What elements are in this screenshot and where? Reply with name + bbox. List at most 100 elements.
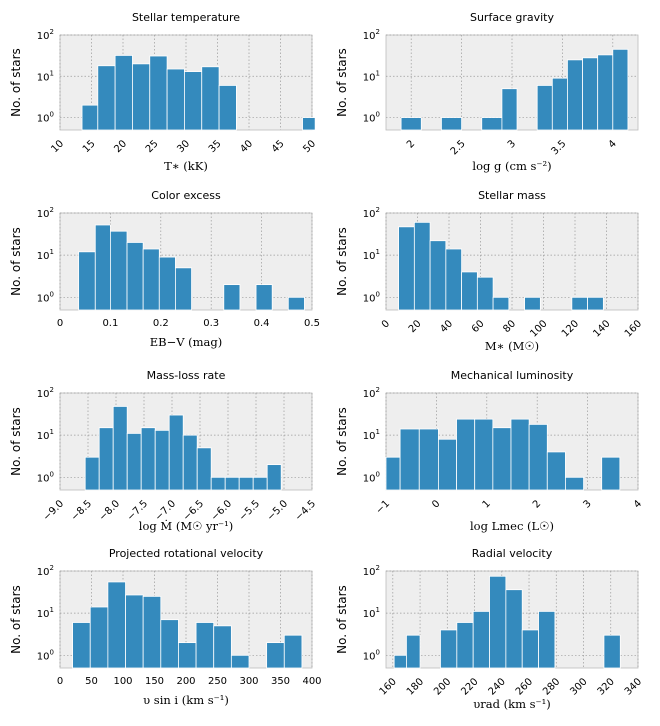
x-tick-label: 0.2 <box>153 318 169 329</box>
y-tick-exponent: 1 <box>50 606 54 614</box>
x-tick-label: 15 <box>81 138 98 155</box>
histogram-bar <box>565 476 584 491</box>
histogram-bar <box>107 581 126 669</box>
histogram-bar <box>505 589 523 669</box>
x-axis-label: log Ṁ (M☉ yr⁻¹) <box>139 519 233 533</box>
histogram-bar <box>492 427 512 491</box>
y-tick-exponent: 1 <box>50 69 54 77</box>
y-tick-exponent: 0 <box>376 470 380 478</box>
histogram-bar <box>536 85 553 131</box>
histogram-bar <box>476 276 494 311</box>
x-tick-label: 180 <box>405 676 426 697</box>
x-tick-label: −5.0 <box>265 498 290 523</box>
histogram-bar <box>474 418 494 491</box>
x-tick-label: 160 <box>623 318 644 339</box>
x-tick-label: 2 <box>405 138 417 150</box>
x-tick-label: 200 <box>176 676 195 687</box>
x-tick-label: 160 <box>378 676 399 697</box>
x-tick-label: 240 <box>487 676 508 697</box>
x-tick-label: 2.5 <box>449 138 468 157</box>
y-tick-exponent: 2 <box>376 28 380 36</box>
x-tick-label: 0.3 <box>203 318 219 329</box>
x-tick-label: 25 <box>144 138 161 155</box>
x-tick-label: 80 <box>501 318 518 335</box>
histogram-bar <box>582 57 599 131</box>
histogram-bar <box>126 242 144 311</box>
y-tick-label: 102 <box>363 386 380 400</box>
y-tick-label: 101 <box>363 248 380 262</box>
y-tick-exponent: 0 <box>376 648 380 656</box>
y-tick-label: 102 <box>37 386 54 400</box>
histogram-bar <box>406 634 421 669</box>
x-tick-label: 0 <box>430 498 442 510</box>
histogram-bar <box>438 438 457 491</box>
x-tick-label: 20 <box>407 318 424 335</box>
histogram-bar <box>160 619 179 669</box>
x-tick-label: 100 <box>528 318 549 339</box>
histogram-bar <box>230 654 250 669</box>
y-axis-label: No. of stars <box>9 585 23 654</box>
x-axis-label: T∗ (kK) <box>164 159 208 173</box>
x-tick-label: 280 <box>541 676 562 697</box>
histogram-bar <box>524 296 541 311</box>
x-tick-label: 400 <box>302 676 321 687</box>
x-tick-label: 220 <box>459 676 480 697</box>
histogram-bar <box>158 256 176 311</box>
y-tick-label: 102 <box>37 564 54 578</box>
histogram-bar <box>546 451 566 491</box>
x-tick-label: 60 <box>470 318 487 335</box>
x-tick-label: −4.5 <box>293 498 318 523</box>
histogram-bar <box>302 117 316 131</box>
y-tick-exponent: 1 <box>376 248 380 256</box>
x-tick-label: 3.5 <box>549 138 568 157</box>
histogram-bar <box>98 427 114 491</box>
y-tick-label: 100 <box>37 111 54 125</box>
x-tick-label: −8.5 <box>69 498 94 523</box>
histogram-bar <box>184 71 203 131</box>
histogram-bar <box>201 66 220 131</box>
x-tick-label: 45 <box>270 138 287 155</box>
histogram-bar <box>266 464 282 491</box>
histogram-bar <box>521 629 539 669</box>
histogram-bar <box>178 642 197 669</box>
x-tick-label: 300 <box>239 676 258 687</box>
y-tick-exponent: 2 <box>376 386 380 394</box>
y-axis-label: No. of stars <box>335 48 349 117</box>
histogram-bar <box>398 226 415 311</box>
y-tick-label: 101 <box>363 606 380 620</box>
x-tick-label: 0.5 <box>304 318 320 329</box>
chart-panel: Projected rotational velocity100101102No… <box>9 547 322 707</box>
chart-title: Mass-loss rate <box>147 369 226 382</box>
histogram-bar <box>587 296 604 311</box>
x-tick-label: 1 <box>481 498 493 510</box>
y-axis-label: No. of stars <box>9 48 23 117</box>
histogram-bar <box>287 296 305 311</box>
histogram-bar <box>429 240 447 311</box>
histogram-bar <box>413 221 431 311</box>
x-tick-label: 4 <box>632 498 644 510</box>
y-tick-exponent: 0 <box>50 470 54 478</box>
histogram-bar <box>94 224 111 311</box>
histogram-bar <box>84 456 100 491</box>
histogram-bar <box>551 77 568 131</box>
histogram-bar <box>492 296 510 311</box>
x-tick-label: 340 <box>623 676 644 697</box>
x-tick-label: −5.5 <box>237 498 262 523</box>
x-tick-label: 50 <box>301 138 318 155</box>
histogram-bar <box>110 230 128 311</box>
y-tick-exponent: 2 <box>50 564 54 572</box>
histogram-bar <box>112 406 128 491</box>
histogram-bar <box>440 629 458 669</box>
histogram-bar <box>126 433 142 491</box>
histogram-bar <box>142 248 160 311</box>
y-tick-exponent: 2 <box>50 206 54 214</box>
x-tick-label: −8.0 <box>97 498 122 523</box>
chart-title: Stellar mass <box>478 189 546 202</box>
y-tick-label: 102 <box>363 206 380 220</box>
x-tick-label: 300 <box>568 676 589 697</box>
y-tick-label: 101 <box>37 69 54 83</box>
